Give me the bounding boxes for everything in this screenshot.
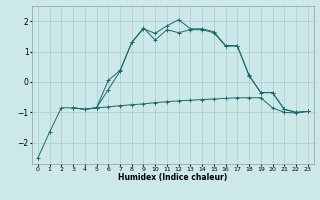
X-axis label: Humidex (Indice chaleur): Humidex (Indice chaleur) <box>118 173 228 182</box>
